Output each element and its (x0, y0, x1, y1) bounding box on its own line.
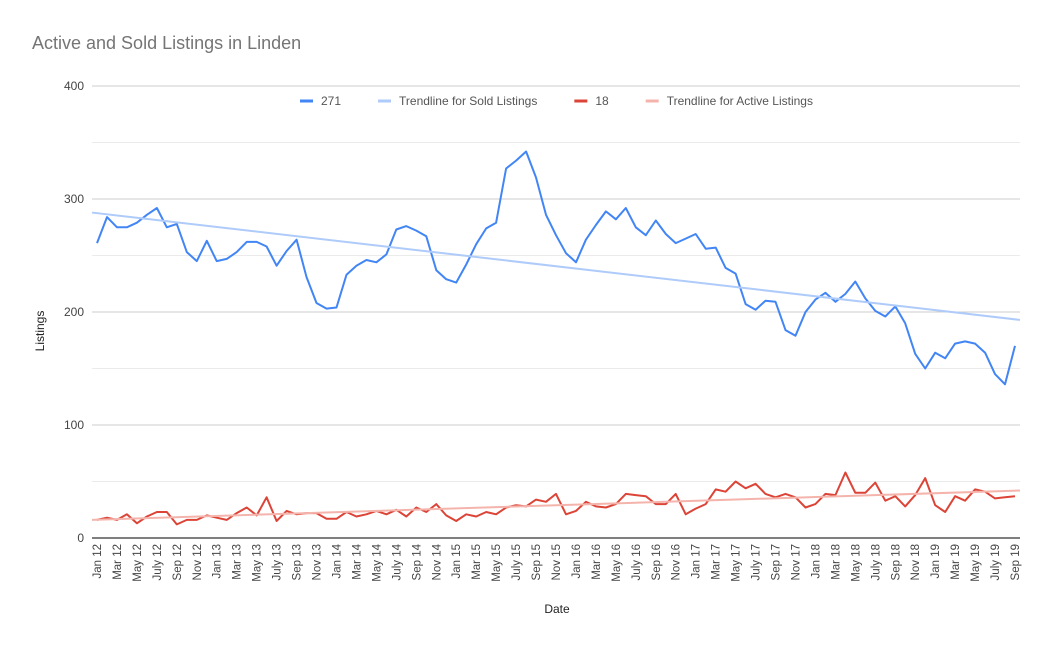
x-tick-label: May 12 (132, 544, 144, 582)
x-tick-label: Nov 17 (790, 544, 802, 580)
x-tick-label: Sep 16 (651, 544, 663, 580)
x-tick-label: July 12 (152, 544, 164, 580)
x-tick-label: Sep 19 (1010, 544, 1022, 580)
legend-label: Trendline for Active Listings (667, 94, 813, 108)
x-tick-label: May 15 (491, 544, 503, 582)
y-tick-label: 300 (64, 192, 84, 206)
x-tick-label: Mar 14 (351, 543, 363, 579)
x-tick-label: May 13 (252, 544, 264, 582)
x-tick-label: May 17 (731, 544, 743, 582)
x-tick-label: Nov 15 (551, 544, 563, 580)
x-tick-label: Jan 18 (810, 544, 822, 579)
y-tick-label: 100 (64, 418, 84, 432)
x-tick-label: Jan 14 (331, 543, 343, 578)
x-tick-label: Jan 13 (212, 544, 224, 579)
x-tick-label: July 18 (870, 544, 882, 580)
x-tick-label: Mar 15 (471, 544, 483, 580)
x-tick-label: Nov 18 (910, 544, 922, 580)
x-tick-label: Sep 13 (292, 544, 304, 580)
y-axis-title: Listings (33, 311, 47, 352)
x-tick-label: Mar 16 (591, 544, 603, 580)
x-tick-label: Jan 15 (451, 544, 463, 579)
x-tick-label: Sep 18 (890, 544, 902, 580)
x-tick-label: Mar 12 (112, 544, 124, 580)
x-tick-label: July 17 (751, 544, 763, 580)
x-tick-label: July 19 (990, 544, 1002, 580)
x-tick-label: Mar 19 (950, 544, 962, 580)
x-tick-label: Sep 17 (771, 544, 783, 580)
x-tick-label: Jan 17 (691, 544, 703, 579)
x-tick-label: Sep 14 (411, 543, 423, 580)
y-tick-label: 400 (64, 79, 84, 93)
x-tick-label: Nov 16 (671, 544, 683, 580)
x-tick-label: July 14 (391, 543, 403, 580)
legend-label: Trendline for Sold Listings (399, 94, 537, 108)
series-line-0 (96, 150, 1016, 386)
x-tick-label: Jan 19 (930, 544, 942, 579)
x-tick-label: Mar 13 (232, 544, 244, 580)
y-tick-label: 0 (77, 531, 84, 545)
chart-title: Active and Sold Listings in Linden (32, 33, 302, 53)
trendline-1 (91, 211, 1021, 321)
series-line-2 (96, 471, 1016, 526)
trendline-3 (91, 489, 1021, 521)
legend-label: 18 (595, 94, 609, 108)
x-tick-label: July 13 (272, 544, 284, 580)
x-tick-label: Nov 14 (431, 543, 443, 580)
x-tick-label: Sep 12 (172, 544, 184, 580)
x-tick-label: July 16 (631, 544, 643, 580)
x-tick-label: May 16 (611, 544, 623, 582)
x-tick-label: Nov 13 (312, 544, 324, 580)
x-tick-label: July 15 (511, 544, 523, 580)
x-tick-label: May 14 (371, 543, 383, 581)
x-tick-label: Mar 17 (711, 544, 723, 580)
x-tick-label: Jan 12 (92, 544, 104, 579)
y-tick-label: 200 (64, 305, 84, 319)
x-tick-label: Sep 15 (531, 544, 543, 580)
x-axis-title: Date (544, 602, 570, 616)
x-tick-label: Mar 18 (830, 544, 842, 580)
x-tick-label: May 18 (850, 544, 862, 582)
legend-label: 271 (321, 94, 341, 108)
x-tick-label: Nov 12 (192, 544, 204, 580)
x-tick-label: Jan 16 (571, 544, 583, 579)
x-tick-label: May 19 (970, 544, 982, 582)
